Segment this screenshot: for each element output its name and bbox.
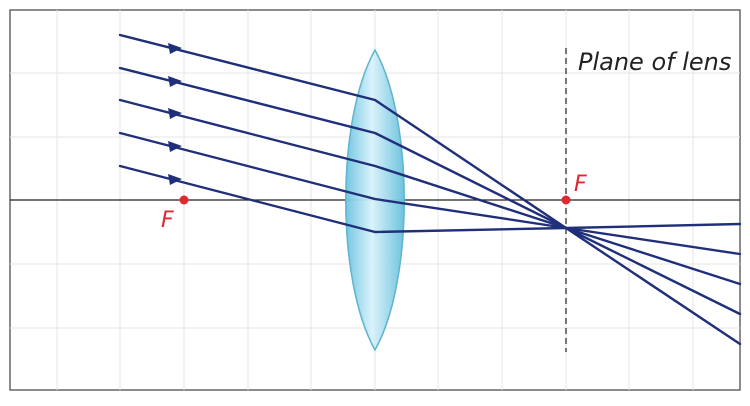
ray-exit — [564, 226, 742, 256]
ray-arrow-icon — [168, 43, 182, 54]
ray — [118, 131, 568, 230]
ray-arrow-icon — [168, 76, 182, 87]
focal-point-left — [179, 195, 189, 205]
ray-exit — [564, 226, 742, 346]
ray-arrow-icon — [168, 174, 182, 185]
focal-label-left: F — [161, 208, 174, 233]
ray — [118, 33, 568, 230]
ray-exit — [564, 222, 742, 230]
ray — [118, 98, 568, 230]
focal-point-right — [561, 195, 571, 205]
plane-label: Plane of lens — [578, 48, 731, 76]
ray — [118, 164, 568, 234]
ray-exit — [564, 226, 742, 316]
ray-exit — [564, 226, 742, 286]
ray-arrows — [168, 43, 182, 185]
ray-set — [118, 33, 742, 346]
ray-arrow-icon — [168, 141, 182, 152]
focal-label-right: F — [574, 172, 587, 197]
ray — [118, 66, 568, 230]
ray-arrow-icon — [168, 108, 182, 119]
